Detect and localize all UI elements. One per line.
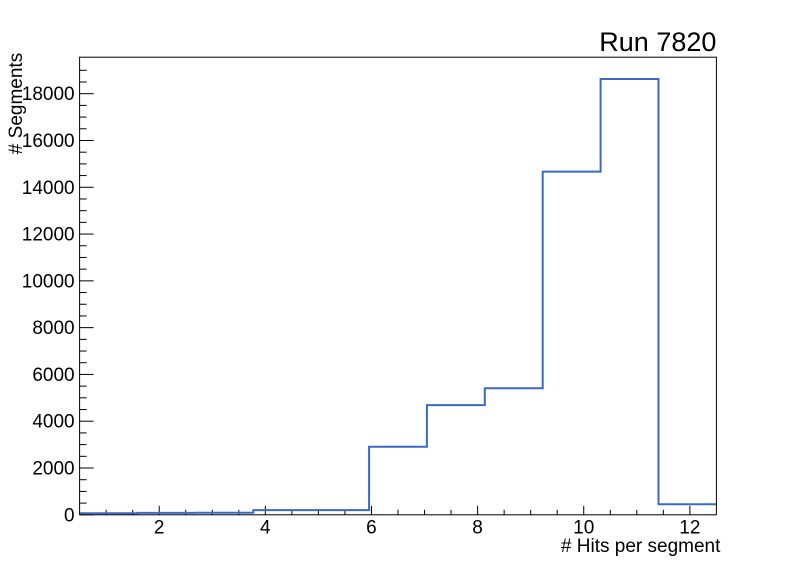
x-tick-label: 12: [679, 517, 700, 538]
x-tick-label: 10: [573, 517, 594, 538]
x-tick-label: 6: [366, 517, 377, 538]
y-axis-tick-labels: 0 2000 4000 6000 8000 10000 12000 14000 16000 180…: [22, 84, 75, 526]
y-tick-label: 18000: [22, 84, 75, 105]
x-tick-label: 4: [260, 517, 271, 538]
y-tick-label: 12000: [22, 225, 75, 246]
y-tick-label: 16000: [22, 131, 75, 152]
y-tick-label: 6000: [32, 365, 74, 386]
x-axis-title: # Hits per segment: [561, 536, 721, 557]
histogram-step-line: [79, 78, 717, 515]
x-tick-label: 2: [154, 517, 165, 538]
y-tick-label: 0: [64, 505, 75, 526]
y-axis-title: # Segments: [6, 53, 27, 154]
y-tick-label: 14000: [22, 178, 75, 199]
y-tick-label: 2000: [32, 459, 74, 480]
y-tick-label: 10000: [22, 271, 75, 292]
x-axis-tick-labels: 2 4 6 8 10 12: [154, 517, 701, 538]
y-tick-label: 4000: [32, 412, 74, 433]
x-tick-label: 8: [472, 517, 483, 538]
chart-title: Run 7820: [599, 27, 716, 57]
y-tick-label: 8000: [32, 318, 74, 339]
y-axis-ticks: [79, 69, 94, 516]
plot-frame: [79, 56, 717, 516]
